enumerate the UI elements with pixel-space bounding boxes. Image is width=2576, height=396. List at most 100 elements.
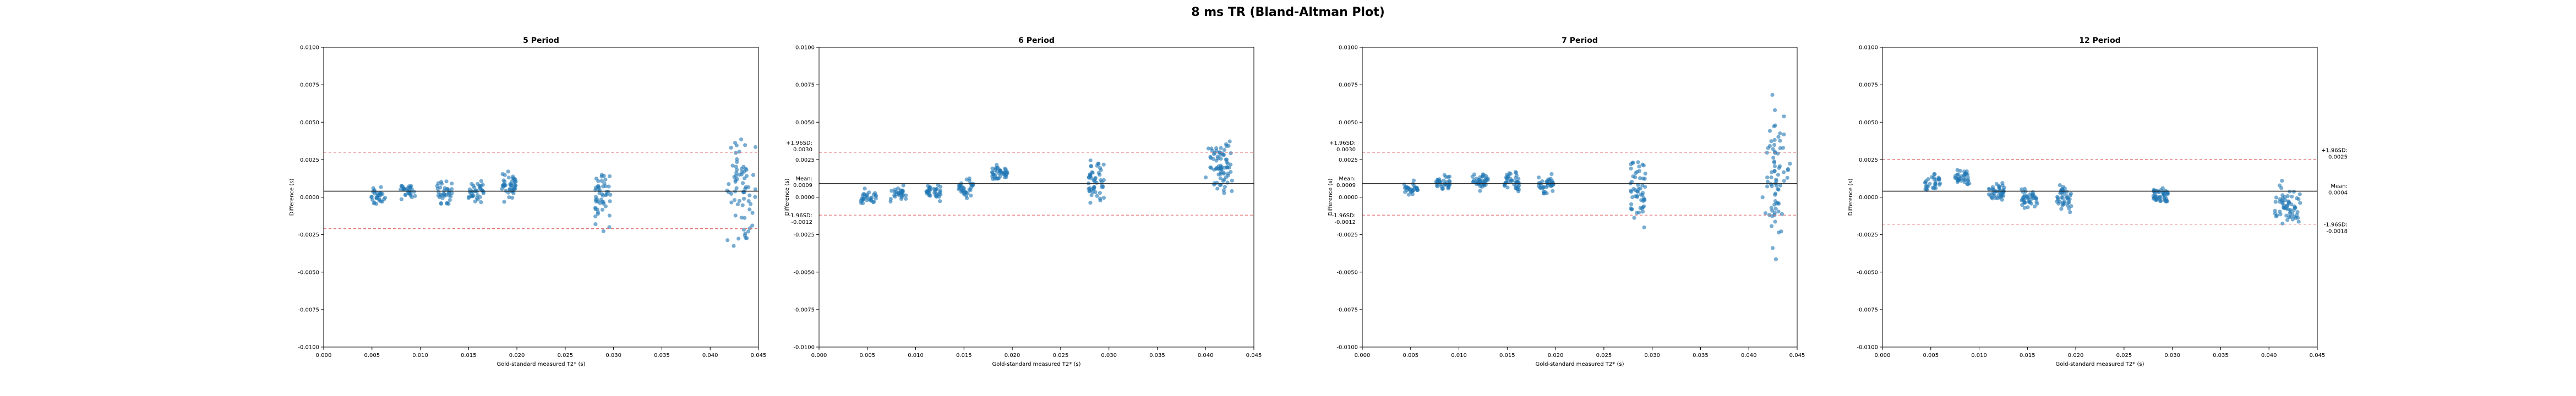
- x-tick-label: 0.045: [1789, 353, 1805, 359]
- data-point: [1444, 180, 1449, 184]
- data-point: [1101, 162, 1106, 167]
- data-point: [1998, 195, 2002, 200]
- data-point: [1212, 183, 1216, 187]
- y-tick-label: -0.0025: [1857, 232, 1878, 238]
- data-point: [747, 207, 752, 212]
- data-point: [1546, 183, 1550, 188]
- data-point: [1642, 177, 1647, 181]
- data-point: [753, 187, 757, 191]
- data-point: [1629, 202, 1634, 206]
- data-point: [2297, 192, 2302, 196]
- data-point: [735, 202, 740, 207]
- data-point: [2068, 210, 2072, 215]
- data-point: [1516, 181, 1521, 185]
- data-point: [1480, 174, 1485, 179]
- data-point: [607, 174, 612, 179]
- data-point: [1505, 174, 1510, 179]
- data-point: [410, 195, 414, 200]
- data-point: [740, 181, 745, 185]
- data-point: [408, 185, 413, 190]
- data-point: [750, 211, 755, 215]
- data-point: [479, 200, 483, 205]
- chart-panel: 12 Period 0.000 0.005 0.010 0.015 0.020 0.025 0…: [1848, 36, 2348, 367]
- y-tick-label: 0.0025: [300, 157, 319, 163]
- data-point: [2059, 207, 2064, 211]
- data-point: [735, 160, 739, 164]
- data-point: [1415, 188, 1419, 192]
- data-point: [1088, 173, 1093, 177]
- data-point: [1099, 178, 1103, 183]
- data-point: [1956, 172, 1960, 177]
- x-tick-label: 0.005: [364, 353, 380, 359]
- data-point: [2288, 215, 2293, 219]
- y-tick-label: 0.0000: [795, 195, 815, 201]
- data-point: [476, 182, 480, 186]
- data-point: [412, 189, 416, 194]
- plot-frame: [1882, 47, 2318, 348]
- limit-label-value: -0.0012: [791, 219, 812, 226]
- data-point: [601, 229, 605, 233]
- y-tick-label: 0.0075: [1859, 82, 1878, 89]
- y-tick-label: -0.0075: [298, 307, 319, 313]
- data-point: [734, 186, 739, 190]
- y-tick-label: 0.0075: [300, 82, 319, 89]
- data-point: [608, 199, 612, 204]
- data-point: [450, 182, 454, 186]
- data-point: [1211, 152, 1216, 156]
- data-point: [1474, 177, 1478, 181]
- data-point: [1788, 162, 1792, 166]
- data-point: [993, 168, 997, 172]
- data-point: [1776, 230, 1781, 235]
- data-point: [1003, 173, 1008, 178]
- data-point: [1635, 195, 1640, 199]
- x-axis-label: Gold-standard measured T2* (s): [1536, 361, 1624, 367]
- data-point: [1770, 246, 1775, 250]
- data-point: [1446, 175, 1450, 179]
- data-point: [512, 177, 516, 181]
- x-tick-label: 0.040: [1198, 353, 1214, 359]
- data-point: [2280, 193, 2285, 197]
- data-point: [2294, 216, 2298, 220]
- data-point: [1772, 150, 1777, 154]
- data-point: [753, 195, 757, 199]
- y-tick-label: 0.0075: [1339, 82, 1358, 89]
- limit-label-value: 0.0025: [2328, 154, 2348, 160]
- data-point: [1478, 189, 1482, 193]
- x-tick-label: 0.025: [1596, 353, 1612, 359]
- data-point: [904, 196, 908, 201]
- data-point: [1218, 176, 1222, 180]
- data-point: [965, 191, 970, 195]
- data-point: [603, 177, 608, 182]
- x-axis-label: Gold-standard measured T2* (s): [497, 361, 586, 367]
- data-point: [1089, 164, 1093, 168]
- y-tick-label: -0.0050: [1857, 270, 1878, 276]
- data-point: [741, 227, 746, 232]
- data-point: [2024, 195, 2029, 199]
- data-point: [1772, 160, 1776, 164]
- x-tick-label: 0.045: [1246, 353, 1262, 359]
- data-point: [1637, 164, 1641, 169]
- data-point: [927, 193, 931, 197]
- data-point: [1769, 224, 1774, 228]
- x-tick-label: 0.000: [811, 353, 827, 359]
- chart-title: 12 Period: [2079, 36, 2120, 45]
- data-point: [730, 163, 735, 168]
- data-point: [1781, 170, 1786, 174]
- data-point: [2023, 201, 2027, 205]
- data-point: [479, 183, 483, 188]
- data-point: [1631, 174, 1635, 179]
- limit-label-name: +1.96SD:: [786, 140, 812, 146]
- data-point: [969, 194, 973, 198]
- data-point: [996, 177, 1000, 181]
- y-tick-label: -0.0100: [793, 345, 815, 351]
- chart-title: 5 Period: [523, 36, 559, 45]
- x-tick-label: 0.040: [2261, 353, 2277, 359]
- data-point: [1098, 173, 1102, 177]
- data-point: [1926, 177, 1930, 182]
- data-point: [374, 201, 379, 206]
- data-point: [2290, 194, 2294, 199]
- data-point: [2022, 186, 2027, 191]
- data-point: [1959, 178, 1963, 183]
- y-tick-label: -0.0075: [1857, 307, 1878, 313]
- data-point: [2161, 190, 2165, 195]
